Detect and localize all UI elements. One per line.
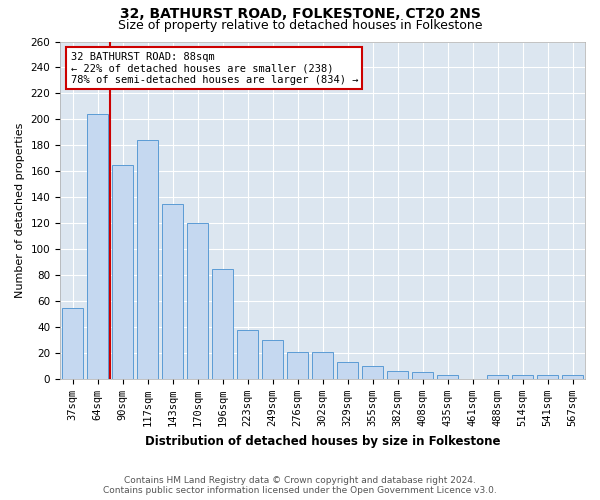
Text: 32 BATHURST ROAD: 88sqm
← 22% of detached houses are smaller (238)
78% of semi-d: 32 BATHURST ROAD: 88sqm ← 22% of detache… xyxy=(71,52,358,85)
Bar xyxy=(487,375,508,379)
X-axis label: Distribution of detached houses by size in Folkestone: Distribution of detached houses by size … xyxy=(145,434,500,448)
Bar xyxy=(437,375,458,379)
Bar xyxy=(512,375,533,379)
Bar xyxy=(162,204,183,379)
Bar xyxy=(187,223,208,379)
Bar xyxy=(412,372,433,379)
Bar xyxy=(262,340,283,379)
Bar xyxy=(62,308,83,379)
Bar xyxy=(387,371,408,379)
Bar xyxy=(237,330,258,379)
Bar xyxy=(112,165,133,379)
Bar xyxy=(137,140,158,379)
Text: Contains HM Land Registry data © Crown copyright and database right 2024.
Contai: Contains HM Land Registry data © Crown c… xyxy=(103,476,497,495)
Bar xyxy=(337,362,358,379)
Bar xyxy=(312,352,333,379)
Bar xyxy=(362,366,383,379)
Bar xyxy=(212,268,233,379)
Bar xyxy=(287,352,308,379)
Bar xyxy=(537,375,558,379)
Bar xyxy=(562,375,583,379)
Y-axis label: Number of detached properties: Number of detached properties xyxy=(15,122,25,298)
Text: Size of property relative to detached houses in Folkestone: Size of property relative to detached ho… xyxy=(118,19,482,32)
Text: 32, BATHURST ROAD, FOLKESTONE, CT20 2NS: 32, BATHURST ROAD, FOLKESTONE, CT20 2NS xyxy=(119,8,481,22)
Bar xyxy=(87,114,108,379)
